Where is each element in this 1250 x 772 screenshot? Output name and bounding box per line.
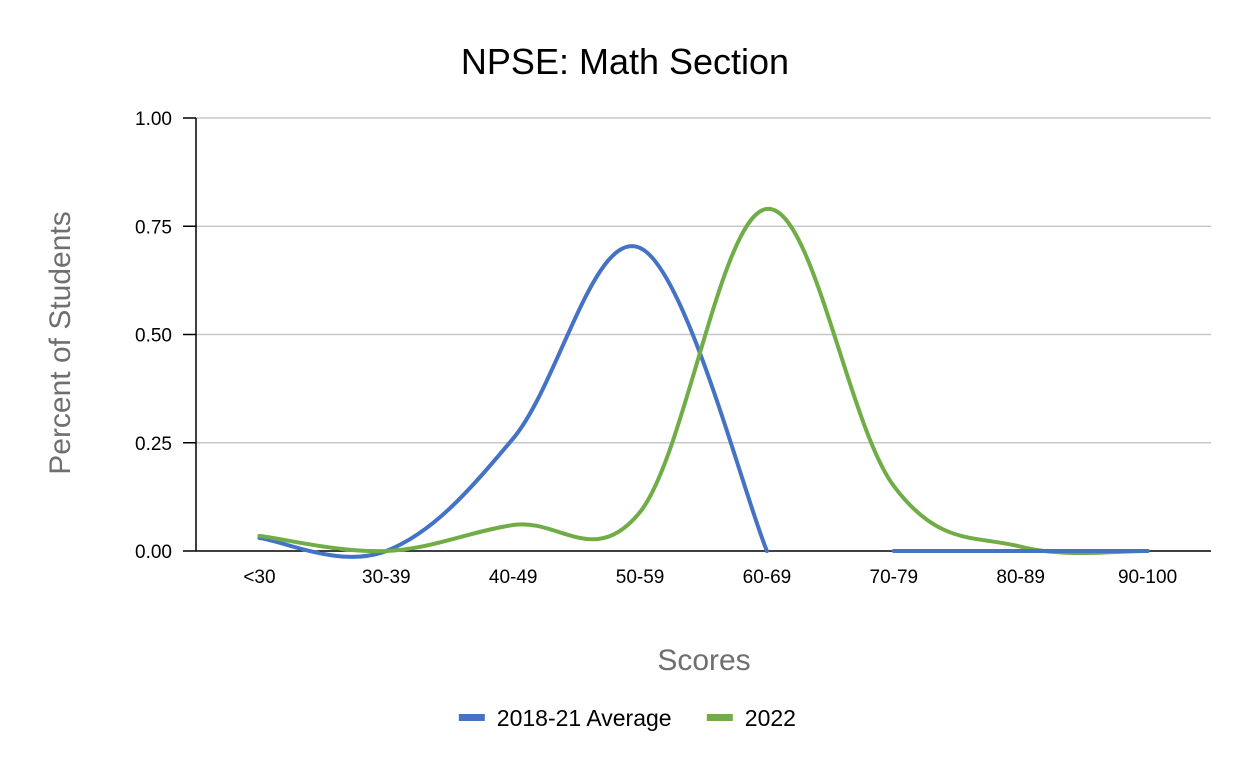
- x-tick-label: 80-89: [996, 567, 1045, 588]
- chart-title: NPSE: Math Section: [461, 41, 789, 82]
- y-tick-label: 0.00: [135, 542, 172, 563]
- y-tick-label: 0.25: [135, 434, 172, 455]
- legend-swatch: [458, 714, 485, 721]
- y-tick-label: 0.50: [135, 326, 172, 347]
- x-tick-label: 60-69: [743, 567, 792, 588]
- y-axis-ticks: 0.00 0.25 0.50 0.75 1.00: [135, 109, 196, 563]
- series-line-2022: [257, 206, 1150, 556]
- x-tick-label: 30-39: [362, 567, 411, 588]
- x-axis-ticks: <30 30-39 40-49 50-59 60-69 70-79 80-89 90-100: [243, 567, 1177, 588]
- legend-label: 2022: [745, 705, 796, 731]
- legend: 2018-21 Average 2022: [458, 705, 796, 731]
- x-tick-label: <30: [243, 567, 275, 588]
- series-line-2018-21-average: [257, 244, 769, 559]
- x-tick-label: 70-79: [870, 567, 919, 588]
- x-tick-label: 50-59: [616, 567, 665, 588]
- y-tick-label: 0.75: [135, 217, 172, 238]
- legend-label: 2018-21 Average: [497, 705, 672, 731]
- legend-swatch: [706, 714, 733, 721]
- x-axis-label: Scores: [657, 644, 750, 677]
- grid-lines: [196, 117, 1211, 444]
- y-tick-label: 1.00: [135, 109, 172, 130]
- x-tick-label: 40-49: [489, 567, 538, 588]
- series-lines: [257, 206, 1150, 559]
- y-axis-label: Percent of Students: [44, 211, 77, 475]
- x-tick-label: 90-100: [1118, 567, 1177, 588]
